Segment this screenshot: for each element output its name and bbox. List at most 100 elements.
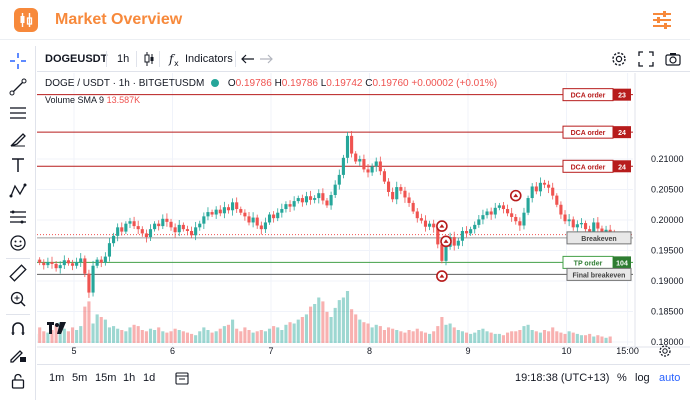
order-label-breakeven[interactable] <box>566 231 632 245</box>
candle-body <box>54 263 58 269</box>
lock-drawings-pencil-icon[interactable] <box>7 344 29 366</box>
pattern-icon[interactable] <box>7 180 29 202</box>
candle-body <box>198 223 202 228</box>
volume-bar <box>600 336 604 343</box>
volume-bar <box>485 331 489 343</box>
candle-body <box>419 218 423 221</box>
volume-bar <box>50 330 54 343</box>
lock-icon[interactable] <box>7 370 29 392</box>
percent-scale-toggle[interactable]: % <box>617 372 627 384</box>
candle-body <box>386 181 391 192</box>
volume-bar <box>259 330 263 343</box>
candle-body <box>165 218 169 222</box>
candle-body <box>222 207 226 214</box>
range-button-5m[interactable]: 5m <box>72 372 88 384</box>
trade-marker-arrow-icon <box>439 224 445 228</box>
order-label-final[interactable] <box>566 267 632 281</box>
candle-body <box>391 191 395 200</box>
volume-bar <box>185 332 189 343</box>
app-title: Market Overview <box>55 11 183 28</box>
date-range-calendar-icon[interactable] <box>175 371 189 388</box>
chart-canvas[interactable]: DCA order230.22056DCA order240.21441DCA … <box>37 73 690 364</box>
redo-icon[interactable] <box>259 46 273 72</box>
chart-settings-gear-icon[interactable] <box>611 46 627 72</box>
clock-display[interactable]: 19:18:38 (UTC+13) <box>515 372 610 384</box>
volume-bar <box>70 327 75 343</box>
volume-bar <box>99 317 103 343</box>
interval-button[interactable]: 1h <box>117 53 130 65</box>
candle-body <box>239 209 243 213</box>
volume-bar <box>469 333 473 343</box>
range-button-1m[interactable]: 1m <box>49 372 65 384</box>
range-button-15m[interactable]: 15m <box>95 372 117 384</box>
volume-bar <box>112 326 116 343</box>
text-icon[interactable] <box>7 154 29 176</box>
volume-bar <box>563 333 567 343</box>
camera-snapshot-icon[interactable] <box>665 46 681 72</box>
candle-body <box>325 200 329 206</box>
candle-body <box>194 227 198 236</box>
indicators-button[interactable]: Indicators <box>185 53 233 65</box>
log-scale-toggle[interactable]: log <box>635 372 650 384</box>
price-tick-label: 0.18000 <box>651 337 684 347</box>
price-tick-label: 0.19000 <box>651 276 684 286</box>
order-qty-text: 23 <box>618 93 626 100</box>
volume-bar <box>194 335 198 343</box>
price-axis[interactable] <box>635 73 690 364</box>
volume-bar <box>202 327 206 343</box>
candle-body <box>354 153 358 162</box>
emoji-icon[interactable] <box>7 232 29 254</box>
zoom-in-icon[interactable] <box>7 288 29 310</box>
volume-bar <box>395 330 399 343</box>
candle-body <box>202 216 206 224</box>
range-button-1h[interactable]: 1h <box>123 372 136 384</box>
undo-icon[interactable] <box>241 46 255 72</box>
volume-bar <box>177 330 181 343</box>
fullscreen-icon[interactable] <box>638 46 654 72</box>
trend-line-icon[interactable] <box>7 76 29 98</box>
candle-body <box>551 187 555 196</box>
toolbar-divider <box>6 314 30 315</box>
price-tick-label: 0.21000 <box>651 154 684 164</box>
volume-bar <box>83 306 87 343</box>
price-chart[interactable]: DCA order230.22056DCA order240.21441DCA … <box>37 73 690 364</box>
chart-type-candles-icon[interactable] <box>143 46 155 72</box>
volume-bar <box>542 330 547 343</box>
horizontal-lines-icon[interactable] <box>7 102 29 124</box>
ruler-icon[interactable] <box>7 262 29 284</box>
volume-bar <box>436 326 440 343</box>
volume-bar <box>366 323 370 343</box>
candle-body <box>304 196 309 203</box>
volume-bar <box>210 332 214 343</box>
range-button-1d[interactable]: 1d <box>143 372 156 384</box>
candle-body <box>267 214 272 223</box>
crosshair-icon[interactable] <box>7 50 29 72</box>
brush-icon[interactable] <box>7 128 29 150</box>
volume-bar <box>423 332 428 343</box>
candle-body <box>177 224 181 233</box>
axis-settings-gear-icon[interactable] <box>662 348 668 354</box>
candle-body <box>497 205 501 208</box>
volume-bar <box>497 333 501 343</box>
symbol-search-button[interactable]: DOGEUSDT <box>45 53 108 65</box>
volume-bar <box>510 331 514 343</box>
close-value: 0.19760 <box>372 78 409 89</box>
toolbar-separator <box>235 51 236 67</box>
candle-body <box>432 223 436 228</box>
candle-body <box>460 230 464 241</box>
candle-body <box>38 259 42 263</box>
volume-bar <box>304 314 309 343</box>
volume-bar <box>103 319 107 343</box>
sliders-settings-icon[interactable] <box>651 10 673 30</box>
measure-lines-icon[interactable] <box>7 206 29 228</box>
candle-body <box>469 229 473 234</box>
candle-body <box>95 259 99 266</box>
magnet-icon[interactable] <box>7 318 29 340</box>
candle-body <box>83 258 87 274</box>
candle-body <box>185 229 189 231</box>
candle-body <box>588 229 592 233</box>
volume-bar <box>456 330 460 343</box>
candle-body <box>571 219 575 228</box>
auto-scale-toggle[interactable]: auto <box>659 372 681 384</box>
